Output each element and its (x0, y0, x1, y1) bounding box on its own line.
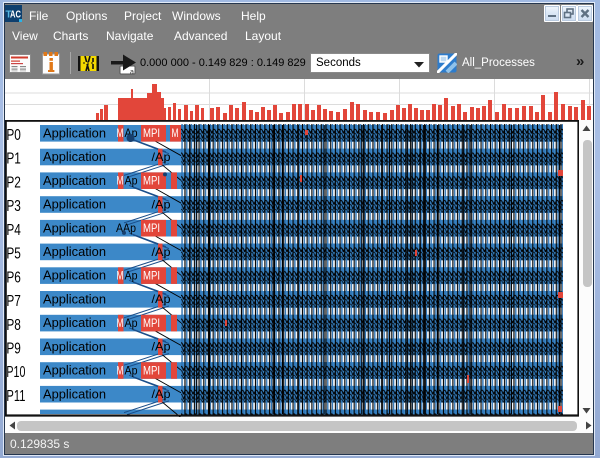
svg-text:Application: Application (43, 269, 106, 283)
svg-text:Application: Application (43, 245, 106, 259)
svg-text:P3: P3 (6, 198, 21, 215)
svg-text:M: M (172, 126, 179, 140)
svg-text:Application: Application (43, 221, 106, 235)
svg-text:/Ap: /Ap (152, 197, 171, 211)
svg-text:M: M (117, 363, 124, 377)
svg-text:Application: Application (43, 150, 106, 164)
svg-text:P7: P7 (6, 293, 21, 310)
svg-text:/Ap: /Ap (152, 245, 171, 259)
svg-text:P8: P8 (6, 317, 21, 334)
svg-text:P11: P11 (6, 388, 25, 405)
svg-text:Application: Application (43, 387, 106, 401)
svg-text:/Ap: /Ap (152, 292, 171, 306)
svg-text:Application: Application (43, 364, 106, 378)
svg-text:P2: P2 (6, 174, 21, 191)
svg-text:Application: Application (43, 292, 106, 306)
svg-text:AAp: AAp (116, 221, 136, 235)
svg-text:MPI: MPI (143, 316, 160, 330)
svg-text:AC: AC (10, 10, 21, 21)
svg-text:Application: Application (43, 174, 106, 188)
svg-text:MPI: MPI (143, 126, 160, 140)
svg-text:P9: P9 (6, 341, 21, 358)
svg-text:P5: P5 (6, 246, 21, 263)
svg-text:Application: Application (43, 316, 106, 330)
svg-text:MPI: MPI (143, 363, 160, 377)
svg-text:/Ap: /Ap (152, 150, 171, 164)
svg-text:T: T (6, 10, 12, 21)
svg-text:P4: P4 (6, 222, 21, 239)
svg-text:M: M (117, 126, 124, 140)
svg-text:MPI: MPI (143, 269, 160, 283)
svg-text:Ap: Ap (125, 174, 138, 188)
svg-text:Ap: Ap (125, 363, 138, 377)
svg-text:/Ap: /Ap (152, 387, 171, 401)
svg-text:Ap: Ap (125, 269, 138, 283)
svg-text:P1: P1 (6, 151, 21, 168)
svg-text:M: M (117, 269, 124, 283)
svg-text:M: M (117, 174, 124, 188)
svg-text:MPI: MPI (143, 221, 160, 235)
svg-text:Application: Application (43, 126, 106, 140)
svg-text:a: a (130, 69, 134, 76)
svg-text:Application: Application (43, 340, 106, 354)
svg-text:P6: P6 (6, 269, 21, 286)
svg-text:MPI: MPI (143, 174, 160, 188)
svg-text:P0: P0 (6, 127, 21, 144)
svg-text:M: M (117, 316, 124, 330)
svg-text:Ap: Ap (125, 316, 138, 330)
svg-text:/Ap: /Ap (152, 340, 171, 354)
svg-text:Application: Application (43, 198, 106, 212)
svg-text:P10: P10 (6, 364, 25, 381)
